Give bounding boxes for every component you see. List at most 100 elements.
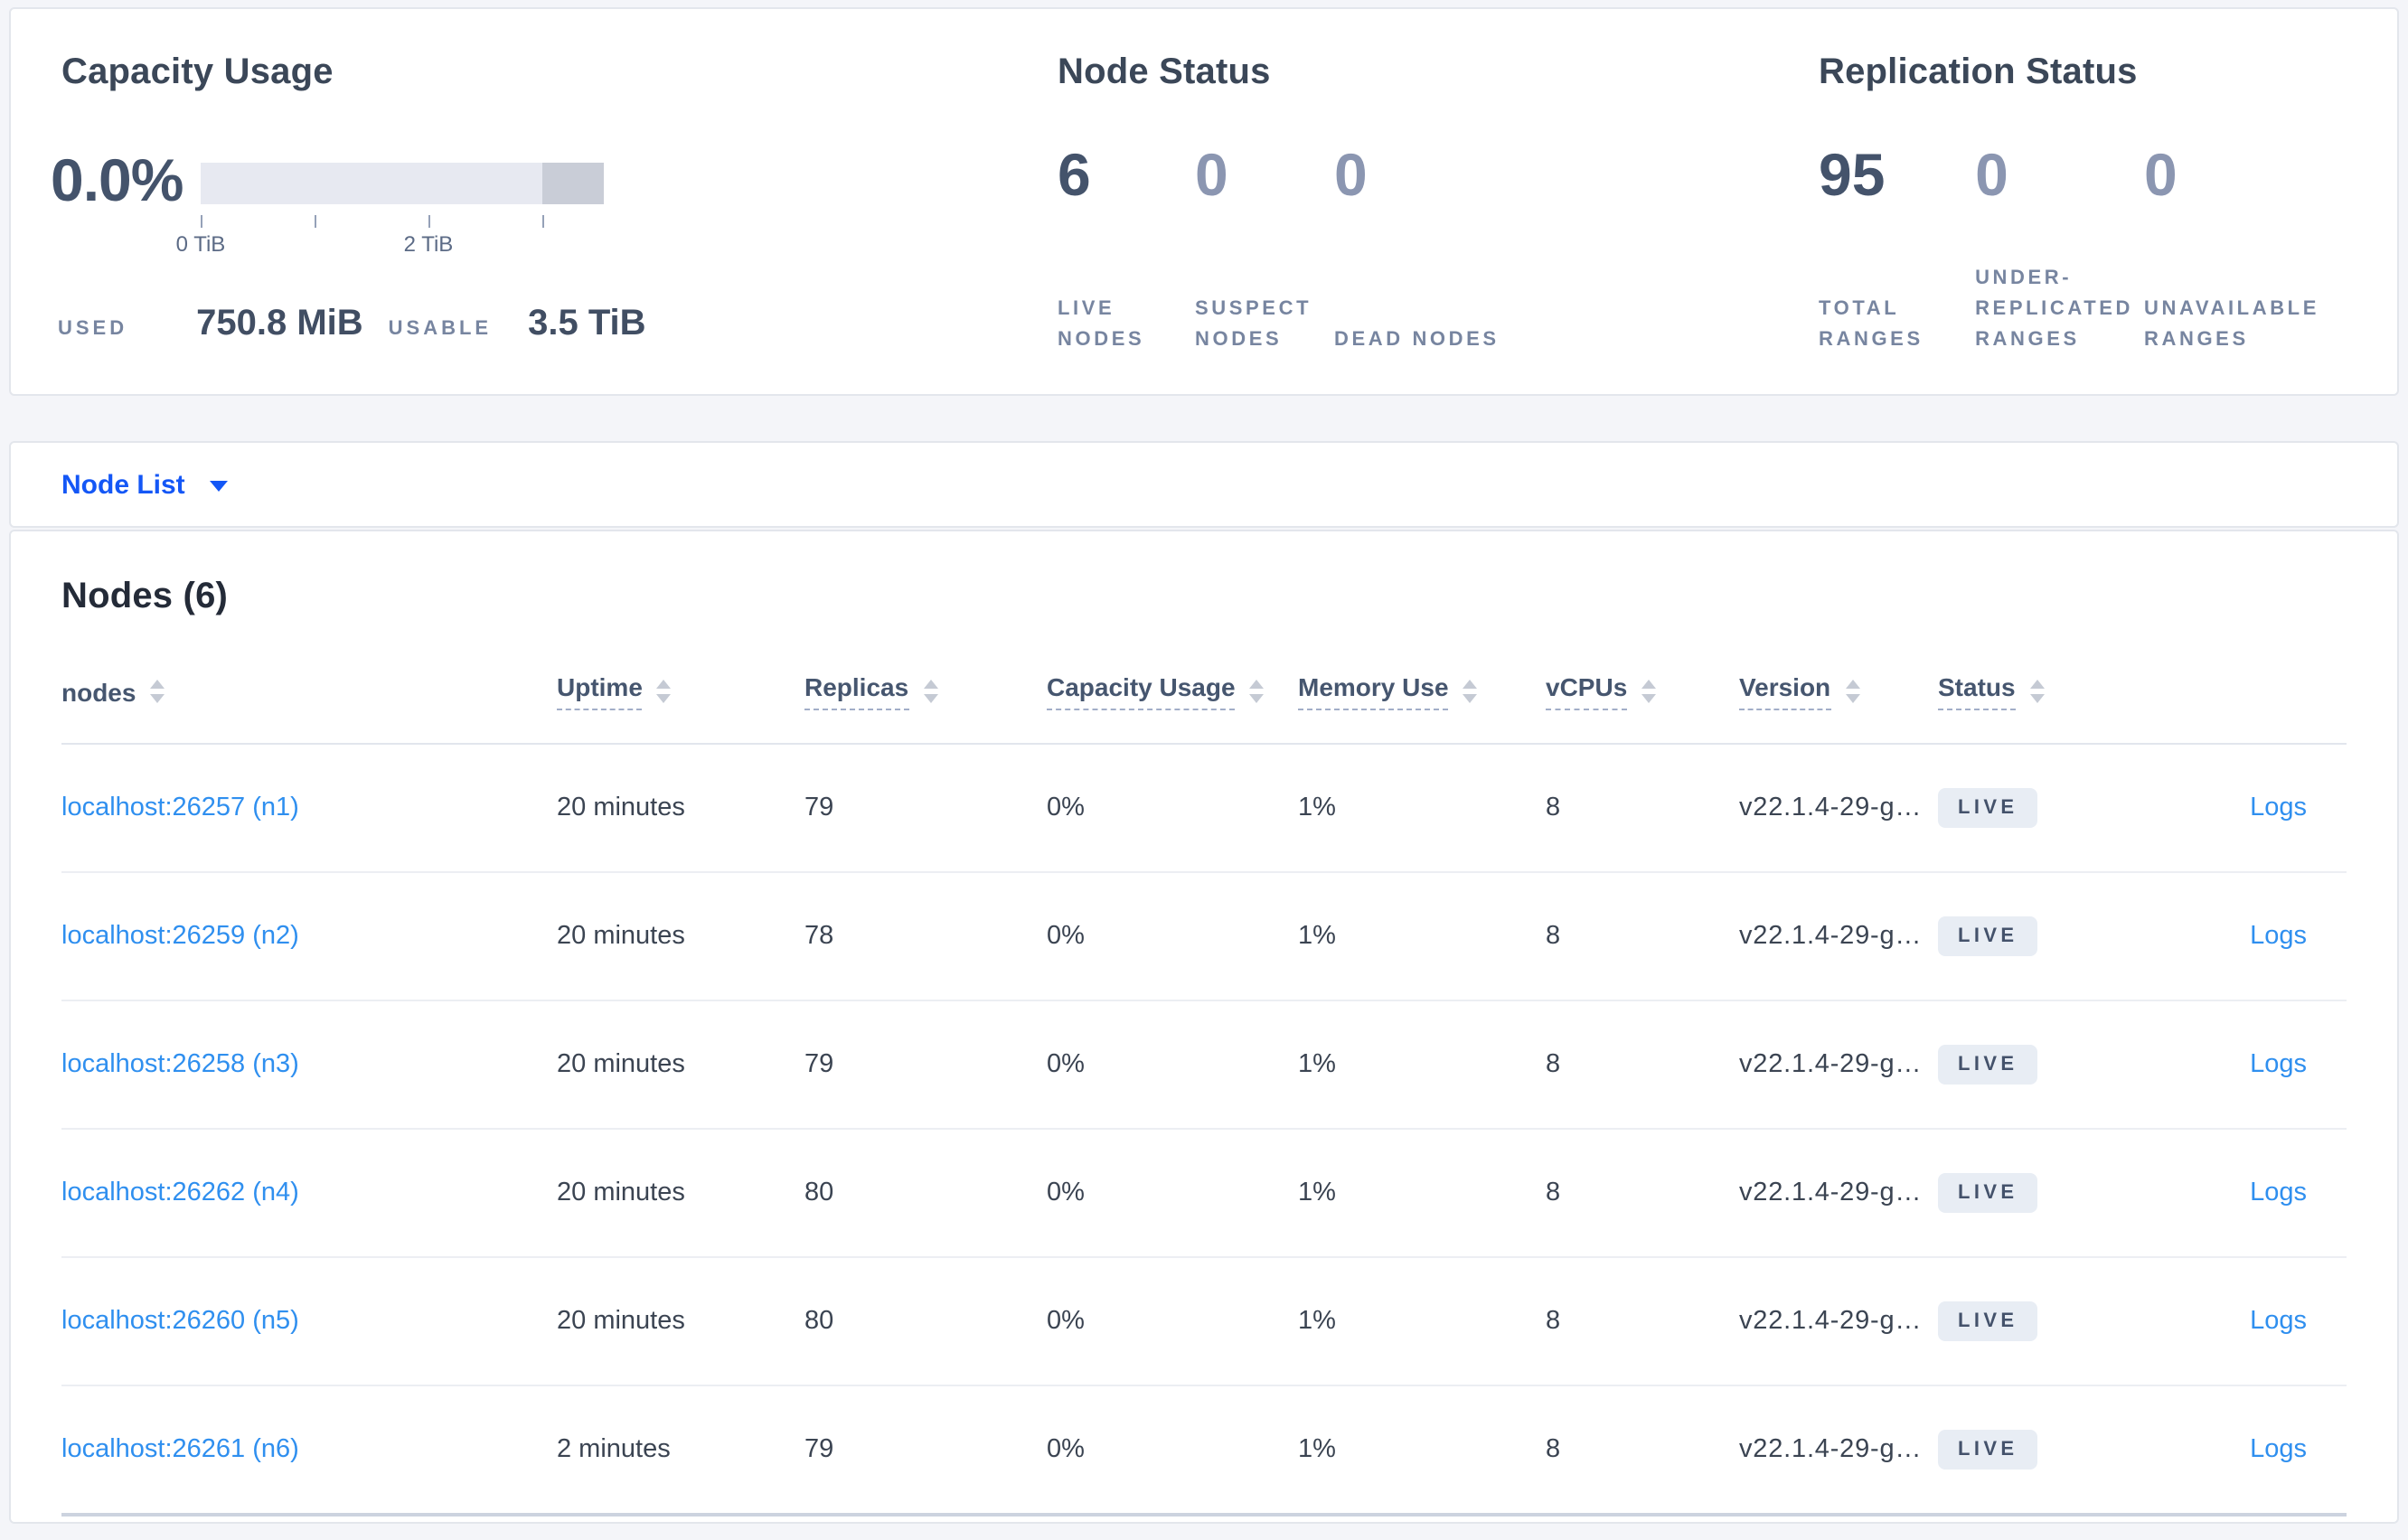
capacity-bar-secondary-segment	[541, 163, 604, 204]
status-badge: LIVE	[1938, 1430, 2038, 1470]
column-header-replicas[interactable]: Replicas	[804, 672, 1047, 710]
replication-status-stats: 95 TOTAL RANGES 0 UNDER-REPLICATED RANGE…	[1819, 141, 2397, 356]
unavailable-ranges-label: UNAVAILABLE RANGES	[2144, 298, 2319, 351]
sort-icon	[1249, 680, 1265, 703]
memory-use-cell: 1%	[1298, 1307, 1336, 1336]
logs-link[interactable]: Logs	[2250, 1307, 2307, 1336]
memory-use-cell: 1%	[1298, 922, 1336, 951]
vcpus-cell: 8	[1546, 1050, 1561, 1079]
usable-label: USABLE	[388, 318, 493, 340]
axis-tick	[315, 215, 316, 228]
version-cell: v22.1.4-29-g…	[1739, 1178, 1923, 1207]
under-replicated-ranges-label: UNDER-REPLICATED RANGES	[1975, 268, 2133, 351]
version-cell: v22.1.4-29-g…	[1739, 922, 1923, 951]
dead-nodes-stat: 0 DEAD NODES	[1334, 142, 1510, 356]
axis-tick-label: 0 TiB	[175, 231, 226, 257]
status-badge: LIVE	[1938, 916, 2038, 956]
node-list-dropdown[interactable]: Node List	[61, 469, 185, 500]
vcpus-cell: 8	[1546, 793, 1561, 822]
uptime-cell: 20 minutes	[557, 793, 685, 822]
node-status-stats: 6 LIVE NODES 0 SUSPECT NODES 0 DEAD NODE…	[1058, 141, 1510, 356]
replication-status-title: Replication Status	[1819, 52, 2138, 92]
capacity-usage-card: Capacity Usage 0.0% 0 TiB 2 TiB USED 750…	[51, 9, 1058, 394]
capacity-usage-cell: 0%	[1047, 1435, 1085, 1464]
sort-icon	[1641, 680, 1657, 703]
total-ranges-label: TOTAL RANGES	[1819, 298, 1924, 351]
live-nodes-stat: 6 LIVE NODES	[1058, 141, 1195, 356]
capacity-percent-value: 0.0%	[51, 146, 183, 213]
under-replicated-ranges-value: 0	[1975, 141, 2008, 208]
total-ranges-stat: 95 TOTAL RANGES	[1819, 141, 1975, 356]
chevron-down-icon	[210, 481, 229, 492]
logs-link[interactable]: Logs	[2250, 1435, 2307, 1464]
axis-tick-label: 2 TiB	[403, 231, 454, 257]
node-link[interactable]: localhost:26259 (n2)	[61, 922, 299, 951]
table-row: localhost:26259 (n2) 20 minutes 78 0% 1%…	[61, 873, 2347, 1001]
unavailable-ranges-stat: 0 UNAVAILABLE RANGES	[2144, 141, 2397, 356]
live-nodes-value: 6	[1058, 141, 1091, 208]
replication-status-card: Replication Status 95 TOTAL RANGES 0 UND…	[1819, 9, 2397, 394]
logs-link[interactable]: Logs	[2250, 922, 2307, 951]
uptime-cell: 20 minutes	[557, 1178, 685, 1207]
column-header-version[interactable]: Version	[1739, 672, 1938, 710]
axis-tick	[428, 215, 430, 228]
sort-icon	[1845, 680, 1860, 703]
status-badge: LIVE	[1938, 1301, 2038, 1341]
capacity-used-usable-row: USED 750.8 MiB USABLE 3.5 TiB	[58, 304, 646, 345]
node-link[interactable]: localhost:26257 (n1)	[61, 793, 299, 822]
vcpus-cell: 8	[1546, 1307, 1561, 1336]
replicas-cell: 80	[804, 1307, 834, 1336]
vcpus-cell: 8	[1546, 922, 1561, 951]
usable-value: 3.5 TiB	[528, 304, 646, 343]
capacity-usage-cell: 0%	[1047, 1050, 1085, 1079]
version-cell: v22.1.4-29-g…	[1739, 793, 1923, 822]
table-row: localhost:26260 (n5) 20 minutes 80 0% 1%…	[61, 1258, 2347, 1386]
memory-use-cell: 1%	[1298, 1178, 1336, 1207]
nodes-table-panel: Nodes (6) nodes Uptime Replicas Capacity…	[9, 530, 2399, 1524]
uptime-cell: 20 minutes	[557, 1307, 685, 1336]
replicas-cell: 79	[804, 793, 834, 822]
uptime-cell: 20 minutes	[557, 1050, 685, 1079]
sort-icon	[150, 680, 165, 703]
suspect-nodes-value: 0	[1195, 141, 1228, 208]
unavailable-ranges-value: 0	[2144, 141, 2178, 208]
node-link[interactable]: localhost:26262 (n4)	[61, 1178, 299, 1207]
used-label: USED	[58, 318, 128, 340]
under-replicated-ranges-stat: 0 UNDER-REPLICATED RANGES	[1975, 141, 2144, 356]
sort-icon	[2029, 680, 2045, 703]
column-header-memory-use[interactable]: Memory Use	[1298, 672, 1546, 710]
column-header-vcpus[interactable]: vCPUs	[1546, 672, 1739, 710]
node-link[interactable]: localhost:26258 (n3)	[61, 1050, 299, 1079]
column-header-uptime[interactable]: Uptime	[557, 672, 804, 710]
view-selector-bar[interactable]: Node List	[9, 441, 2399, 528]
uptime-cell: 20 minutes	[557, 922, 685, 951]
replicas-cell: 78	[804, 922, 834, 951]
capacity-bar-chart	[201, 163, 604, 204]
total-ranges-value: 95	[1819, 141, 1886, 208]
column-header-nodes[interactable]: nodes	[61, 677, 557, 706]
sort-icon	[1463, 680, 1478, 703]
replicas-cell: 79	[804, 1050, 834, 1079]
table-row: localhost:26262 (n4) 20 minutes 80 0% 1%…	[61, 1130, 2347, 1258]
node-link[interactable]: localhost:26260 (n5)	[61, 1307, 299, 1336]
live-nodes-label: LIVE NODES	[1058, 298, 1145, 351]
node-status-title: Node Status	[1058, 52, 1271, 92]
capacity-usage-title: Capacity Usage	[61, 52, 334, 92]
logs-link[interactable]: Logs	[2250, 793, 2307, 822]
logs-link[interactable]: Logs	[2250, 1178, 2307, 1207]
status-badge: LIVE	[1938, 1173, 2038, 1213]
column-header-status[interactable]: Status	[1938, 672, 2130, 710]
axis-tick	[542, 215, 544, 228]
logs-link[interactable]: Logs	[2250, 1050, 2307, 1079]
nodes-table-header: nodes Uptime Replicas Capacity Usage Mem…	[61, 672, 2347, 745]
dead-nodes-label: DEAD NODES	[1334, 329, 1500, 351]
suspect-nodes-stat: 0 SUSPECT NODES	[1195, 141, 1334, 356]
node-link[interactable]: localhost:26261 (n6)	[61, 1435, 299, 1464]
used-value: 750.8 MiB	[196, 304, 363, 343]
replicas-cell: 79	[804, 1435, 834, 1464]
axis-tick	[201, 215, 202, 228]
table-row: localhost:26257 (n1) 20 minutes 79 0% 1%…	[61, 745, 2347, 873]
version-cell: v22.1.4-29-g…	[1739, 1435, 1923, 1464]
column-header-capacity-usage[interactable]: Capacity Usage	[1047, 672, 1298, 710]
